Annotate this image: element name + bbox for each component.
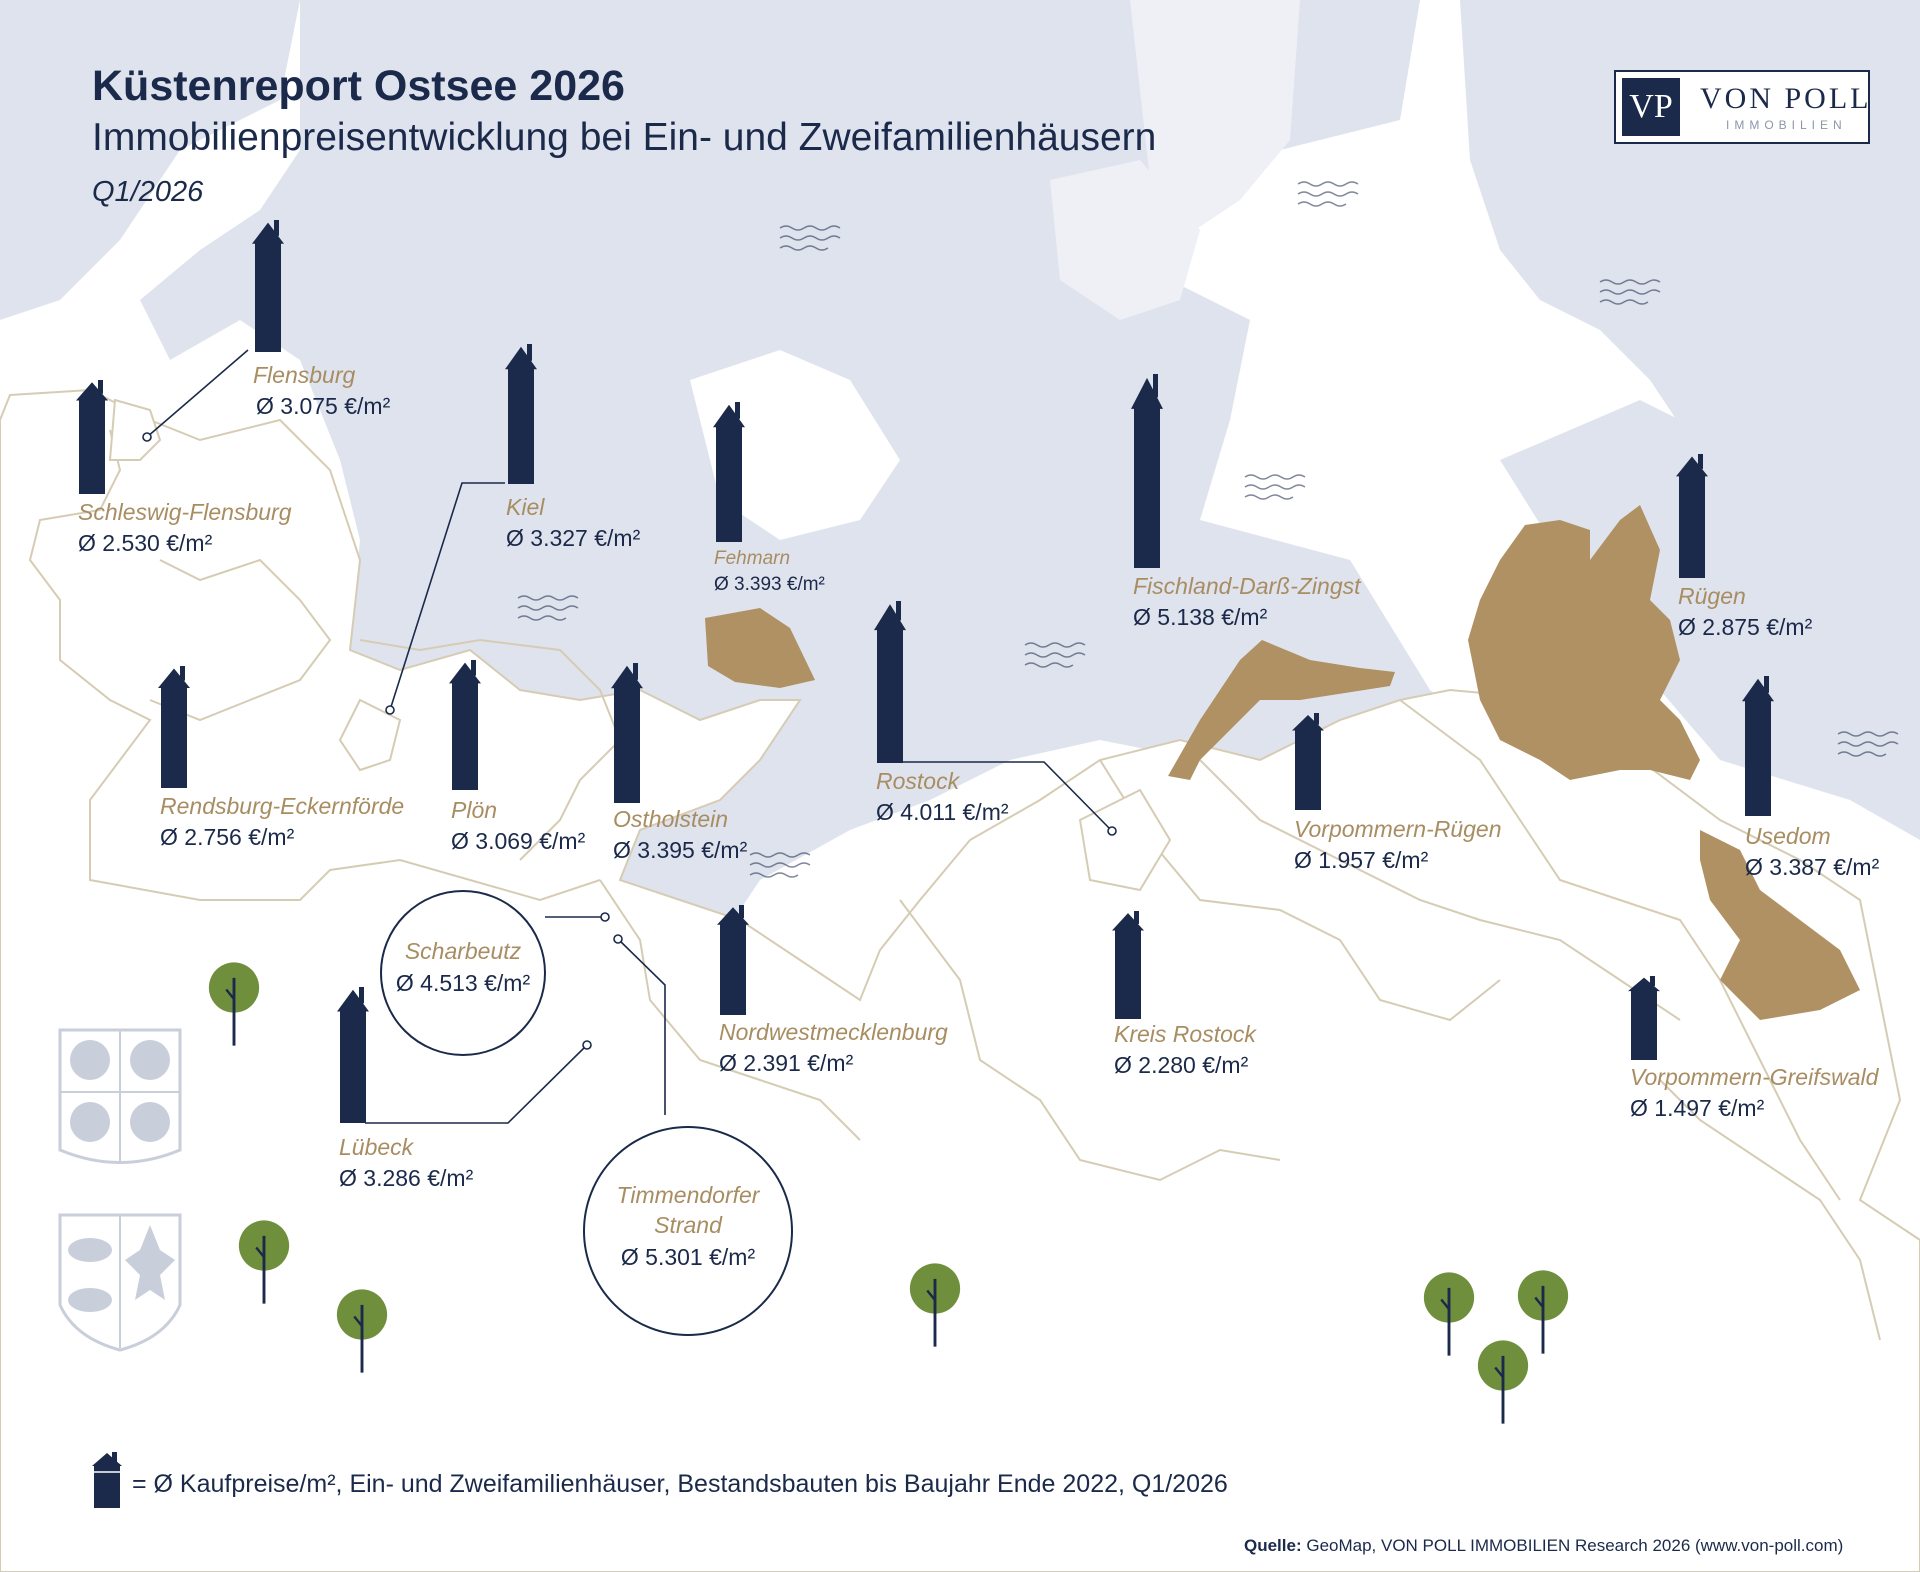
region-price-luebeck: Ø 3.286 €/m² [339,1165,474,1191]
region-price-usedom: Ø 3.387 €/m² [1745,854,1880,880]
source-note: Quelle: GeoMap, VON POLL IMMOBILIEN Rese… [1244,1536,1843,1556]
source-label: Quelle: [1244,1536,1302,1555]
region-price-rendsburg-eckernfoerde: Ø 2.756 €/m² [160,824,295,850]
region-price-fehmarn: Ø 3.393 €/m² [714,574,825,595]
region-name-kiel: Kiel [506,494,545,520]
region-price-vorpommern-greifswald: Ø 1.497 €/m² [1630,1095,1765,1121]
region-darss-shape [1168,640,1395,780]
region-name-ruegen: Rügen [1678,583,1746,609]
bar-vorpommern-greifswald [1628,976,1660,1060]
leader-luebeck [365,1044,588,1124]
legend: = Ø Kaufpreise/m², Ein- und Zweifamilien… [92,1452,1228,1508]
region-name-ostholstein: Ostholstein [613,806,729,832]
logo-name: VON POLL [1700,82,1872,115]
bar-ruegen [1676,454,1708,578]
bar-fehmarn [713,402,745,542]
callout-price-scharbeutz: Ø 4.513 €/m² [395,970,531,996]
logo-tagline: IMMOBILIEN [1726,118,1847,132]
page-title: Küstenreport Ostsee 2026 [92,62,625,110]
region-price-flensburg: Ø 3.075 €/m² [256,393,391,419]
callout-price-timmendorfer: Ø 5.301 €/m² [620,1244,756,1270]
region-price-vorpommern-ruegen: Ø 1.957 €/m² [1294,847,1429,873]
region-name-vorpommern-ruegen: Vorpommern-Rügen [1294,816,1502,842]
bar-vorpommern-ruegen [1292,713,1324,810]
region-price-rostock: Ø 4.011 €/m² [876,799,1009,825]
leader-lines [142,349,1117,1124]
region-fehmarn-shape [705,608,815,688]
region-name-rostock: Rostock [876,768,960,794]
region-usedom-shape [1700,830,1860,1020]
leader-kiel [389,482,505,711]
house-bar-icon [92,1452,122,1508]
region-name-fehmarn: Fehmarn [714,548,791,569]
leader-timmendorf [617,938,666,1115]
callout-name-scharbeutz: Scharbeutz [404,938,522,964]
von-poll-logo: VP VON POLL IMMOBILIEN [1614,70,1870,144]
region-price-kreis-rostock: Ø 2.280 €/m² [1114,1052,1249,1078]
source-text: GeoMap, VON POLL IMMOBILIEN Research 202… [1301,1536,1844,1555]
region-name-luebeck: Lübeck [339,1134,414,1160]
callout-name-timmendorfer-2: Strand [654,1212,722,1238]
leader-rostock [888,761,1113,832]
bar-kreis-rostock [1112,911,1144,1019]
region-name-ploen: Plön [451,797,498,823]
region-price-fischland-darss-zingst: Ø 5.138 €/m² [1133,604,1268,630]
callout-timmendorfer-strand: Timmendorfer Strand Ø 5.301 €/m² [583,1126,793,1336]
region-ruegen-shape [1468,505,1700,780]
callout-scharbeutz: Scharbeutz Ø 4.513 €/m² [380,890,546,1056]
leader-flensburg [146,349,249,438]
bar-luebeck [337,987,369,1123]
region-name-nordwestmecklenburg: Nordwestmecklenburg [719,1019,948,1045]
wave-marks [517,181,1899,878]
period-label: Q1/2026 [92,176,204,208]
region-name-flensburg: Flensburg [253,362,356,388]
region-name-usedom: Usedom [1745,823,1831,849]
bar-nordwestmecklenburg [717,905,749,1015]
callout-name-timmendorfer-1: Timmendorfer [616,1182,760,1208]
bar-fischland [1131,374,1163,568]
region-price-ruegen: Ø 2.875 €/m² [1678,614,1813,640]
legend-text: = Ø Kaufpreise/m², Ein- und Zweifamilien… [132,1470,1228,1498]
region-name-schleswig-flensburg: Schleswig-Flensburg [78,499,292,525]
bar-flensburg [252,220,284,352]
region-name-vorpommern-greifswald: Vorpommern-Greifswald [1630,1064,1879,1090]
region-name-kreis-rostock: Kreis Rostock [1114,1021,1256,1047]
bar-rostock [874,601,906,763]
vp-logo-mark: VP [1622,78,1680,136]
bar-ostholstein [611,663,643,803]
bar-kiel [505,344,537,484]
bar-ploen [449,660,481,790]
coat-of-arms-sh-icon [58,1213,182,1352]
coat-of-arms-mv-icon [58,1028,182,1164]
region-price-ostholstein: Ø 3.395 €/m² [613,837,748,863]
page-subtitle: Immobilienpreisentwicklung bei Ein- und … [92,116,1157,159]
region-price-ploen: Ø 3.069 €/m² [451,828,586,854]
region-price-nordwestmecklenburg: Ø 2.391 €/m² [719,1050,854,1076]
bar-usedom [1742,676,1774,816]
region-name-fischland-darss-zingst: Fischland-Darß-Zingst [1133,573,1361,599]
highlighted-regions [705,505,1860,1020]
bar-schleswig-flensburg [76,380,108,494]
region-price-schleswig-flensburg: Ø 2.530 €/m² [78,530,213,556]
bar-rendsburg [158,666,190,788]
region-price-kiel: Ø 3.327 €/m² [506,525,641,551]
region-name-rendsburg-eckernfoerde: Rendsburg-Eckernförde [160,793,405,819]
